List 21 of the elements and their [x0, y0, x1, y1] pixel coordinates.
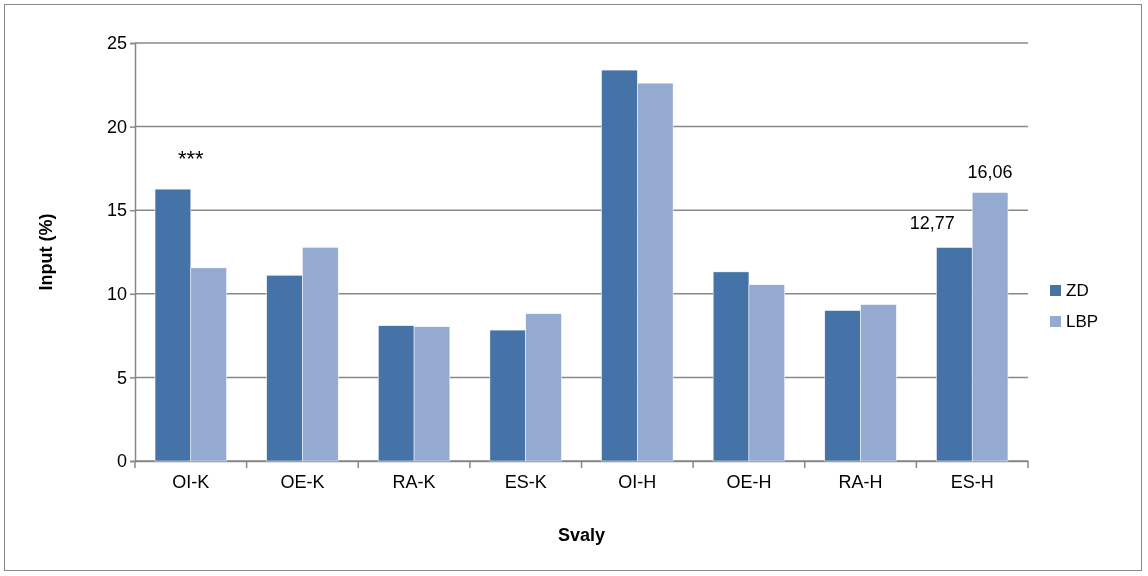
x-tick-label: OI-H: [618, 471, 657, 492]
x-tick-label: OI-K: [172, 471, 210, 492]
x-tick-label: RA-K: [392, 471, 436, 492]
data-label: 16,06: [967, 162, 1013, 183]
x-tick-label: OE-H: [726, 471, 772, 492]
y-tick-label: 20: [106, 116, 127, 137]
x-tick-label: ES-H: [950, 471, 994, 492]
y-axis-title: Input (%): [36, 213, 56, 291]
y-tick-label: 10: [106, 284, 127, 305]
y-tick-label: 5: [116, 367, 127, 388]
y-tick-label: 15: [106, 200, 127, 221]
annotation: ***: [177, 146, 205, 171]
x-tick-label: ES-K: [504, 471, 547, 492]
y-tick-label: 0: [116, 451, 127, 472]
x-tick-label: OE-K: [280, 471, 325, 492]
legend-label: ZD: [1066, 281, 1089, 300]
y-tick-label: 25: [106, 33, 127, 54]
data-label: 12,77: [909, 213, 955, 234]
legend-label: LBP: [1066, 312, 1099, 331]
x-axis-title: Svaly: [557, 525, 606, 545]
x-tick-label: RA-H: [838, 471, 883, 492]
